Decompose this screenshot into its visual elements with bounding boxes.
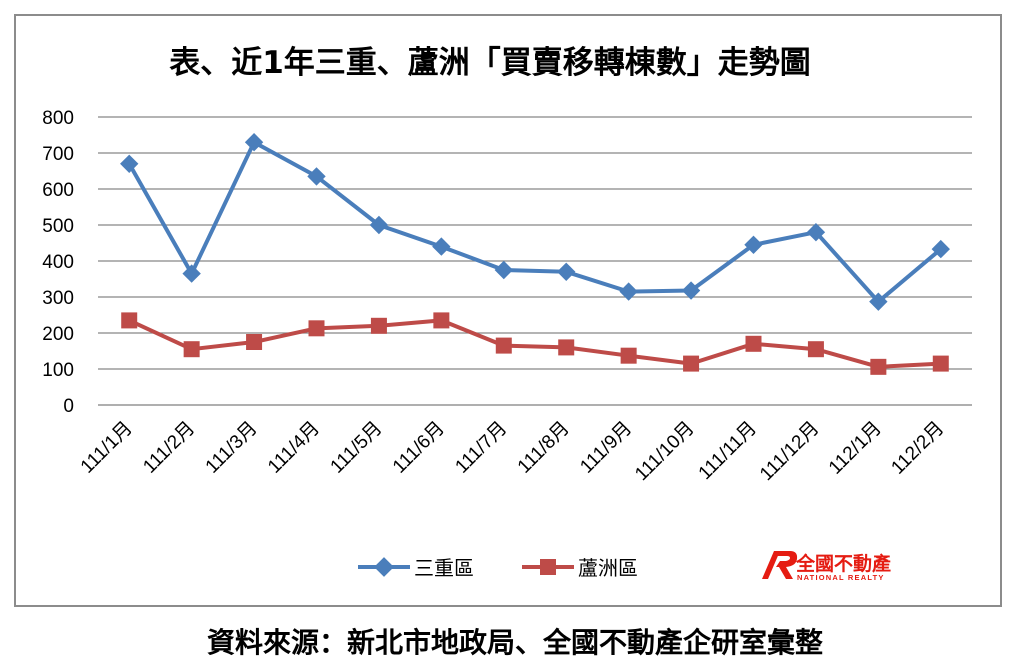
data-point — [745, 335, 762, 352]
x-tick-label: 111/9月 — [576, 418, 636, 478]
x-tick-label: 111/6月 — [389, 418, 449, 478]
data-point — [681, 281, 701, 300]
legend-item-sanchong: 三重區 — [358, 556, 474, 580]
data-point — [620, 347, 637, 364]
y-tick-label: 100 — [42, 360, 74, 381]
legend: 三重區 蘆洲區 — [358, 556, 638, 580]
data-point — [932, 355, 949, 372]
data-point — [683, 355, 700, 372]
y-tick-label: 0 — [63, 396, 74, 417]
x-tick-label: 111/3月 — [202, 418, 262, 478]
data-point — [370, 317, 387, 334]
series-line — [128, 318, 941, 369]
data-point — [557, 262, 576, 281]
data-point — [120, 154, 139, 173]
logo-emblem-icon — [762, 551, 798, 579]
y-tick-label: 200 — [42, 324, 74, 345]
data-point — [806, 223, 826, 242]
y-axis-tick-labels: 0 100 200 300 400 500 600 700 800 — [42, 108, 74, 417]
y-tick-label: 600 — [42, 180, 74, 201]
y-tick-label: 800 — [42, 108, 74, 129]
data-point — [182, 264, 201, 283]
data-point — [246, 334, 263, 350]
legend-marker-diamond — [374, 557, 394, 577]
legend-item-luzhou: 蘆洲區 — [522, 556, 638, 580]
logo-main-text: 全國不動產 — [795, 552, 891, 575]
data-point — [432, 237, 451, 256]
data-point — [869, 292, 888, 311]
y-tick-label: 500 — [42, 216, 74, 237]
data-point — [744, 235, 763, 254]
x-tick-label: 111/2月 — [139, 418, 199, 478]
x-tick-label: 111/5月 — [327, 418, 387, 478]
x-axis-tick-labels: 111/1月 111/2月 111/3月 111/4月 111/5月 111/6月 111/… — [77, 418, 948, 485]
source-note: 資料來源：新北市地政局、全國不動產企研室彙整 — [207, 626, 823, 659]
data-point — [244, 133, 264, 152]
x-tick-label: 111/10月 — [631, 418, 698, 485]
data-point — [307, 167, 326, 186]
x-tick-label: 112/2月 — [887, 418, 948, 479]
y-tick-label: 400 — [42, 252, 74, 273]
x-tick-label: 111/8月 — [514, 418, 574, 478]
data-point — [494, 260, 513, 280]
y-tick-label: 300 — [42, 288, 74, 309]
x-tick-label: 112/1月 — [825, 418, 886, 479]
data-point — [495, 337, 512, 354]
data-point — [558, 339, 575, 356]
data-point — [121, 312, 138, 329]
data-point — [807, 341, 824, 358]
series-sanchong — [120, 133, 950, 311]
data-point — [369, 215, 389, 235]
y-tick-label: 700 — [42, 144, 74, 165]
chart-title: 表、近1年三重、蘆洲「買賣移轉棟數」走勢圖 — [169, 45, 811, 81]
series-luzhou — [121, 312, 949, 375]
series-line — [127, 140, 943, 304]
data-point — [433, 312, 450, 329]
x-tick-label: 111/11月 — [695, 418, 761, 484]
legend-label-luzhou: 蘆洲區 — [578, 556, 638, 580]
data-point — [308, 320, 325, 337]
data-point — [619, 282, 638, 301]
gridlines — [98, 116, 972, 406]
data-point — [931, 239, 950, 259]
data-point — [183, 341, 200, 358]
legend-label-sanchong: 三重區 — [414, 556, 474, 580]
x-tick-label: 111/7月 — [451, 418, 511, 478]
x-tick-label: 111/4月 — [264, 418, 324, 478]
national-realty-logo: 全國不動產 NATIONAL REALTY — [762, 551, 891, 582]
x-tick-label: 111/1月 — [77, 418, 137, 478]
x-tick-label: 111/12月 — [756, 418, 823, 485]
legend-marker-square — [540, 559, 556, 575]
series-layer — [120, 133, 950, 375]
logo-sub-text: NATIONAL REALTY — [797, 573, 885, 582]
chart-frame — [14, 14, 1002, 607]
data-point — [870, 358, 887, 375]
